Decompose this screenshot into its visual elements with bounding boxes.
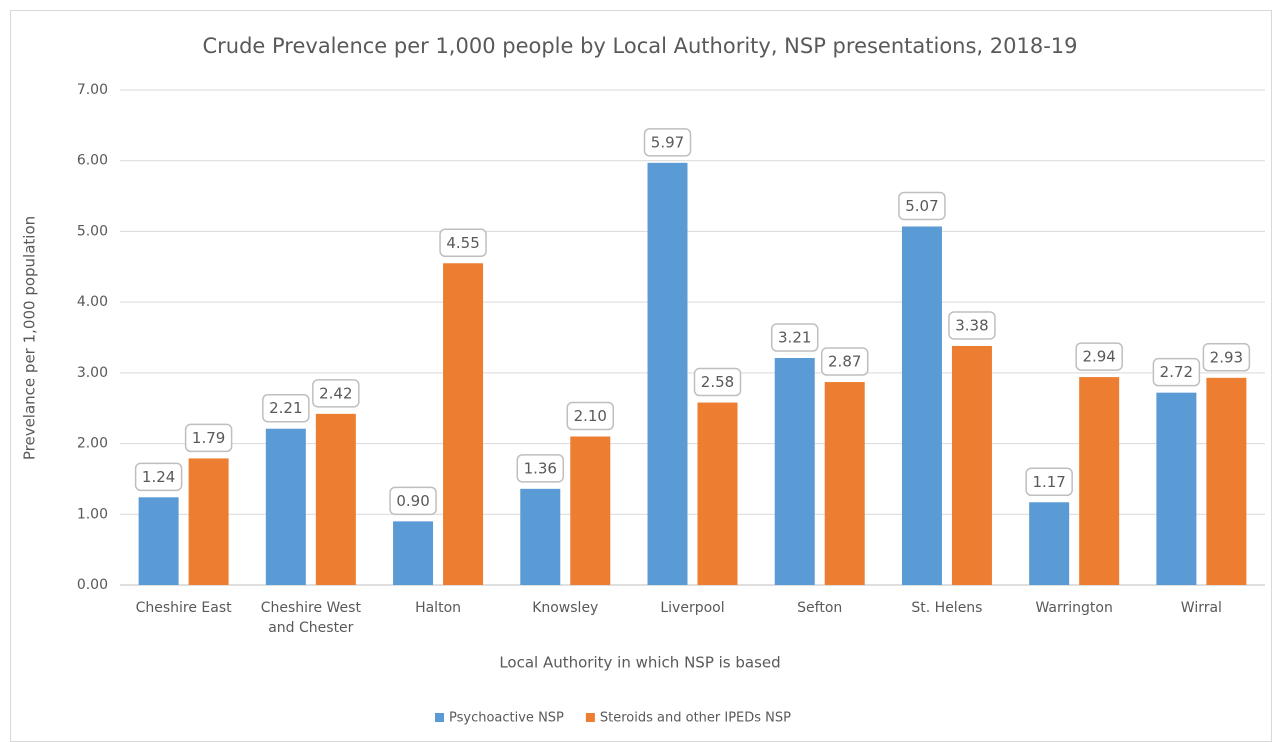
bar <box>1156 392 1197 585</box>
y-tick-label: 7.00 <box>77 82 108 98</box>
legend-label: Psychoactive NSP <box>449 711 564 726</box>
value-label-box <box>262 393 310 423</box>
bar <box>443 263 484 585</box>
value-label-box <box>948 311 996 340</box>
bar <box>1206 377 1247 585</box>
value-label: 2.87 <box>828 353 861 371</box>
bar <box>570 436 611 585</box>
x-tick-label: Cheshire East <box>135 600 232 616</box>
value-label: 1.17 <box>1032 473 1065 491</box>
value-label: 1.24 <box>142 468 175 486</box>
value-label: 3.21 <box>778 329 811 347</box>
value-label: 2.93 <box>1210 348 1243 366</box>
bar <box>138 497 179 585</box>
value-label-box <box>439 228 487 257</box>
x-tick-label: Warrington <box>1035 600 1113 616</box>
bar <box>901 226 942 585</box>
value-label: 4.55 <box>446 234 479 252</box>
value-label-box <box>389 486 437 516</box>
value-label: 5.07 <box>905 197 938 215</box>
x-tick-label: St. Helens <box>911 600 983 616</box>
bar <box>647 162 688 586</box>
x-tick-label: Liverpool <box>660 600 725 616</box>
value-label: 2.94 <box>1082 348 1115 366</box>
bar <box>188 458 229 585</box>
y-tick-label: 5.00 <box>77 223 108 239</box>
bar <box>520 488 561 585</box>
x-tick-label: Sefton <box>797 600 843 616</box>
value-label-box <box>134 462 183 492</box>
value-label: 5.97 <box>651 133 684 151</box>
value-label-box <box>566 401 615 431</box>
y-tick-label: 6.00 <box>77 153 108 169</box>
value-label-box <box>1152 357 1201 387</box>
bar <box>774 358 815 585</box>
y-tick-label: 1.00 <box>77 506 108 522</box>
value-label: 1.36 <box>524 459 557 477</box>
x-axis-title: Local Authority in which NSP is based <box>499 654 780 672</box>
legend-swatch <box>435 713 444 722</box>
value-label-box <box>693 367 742 397</box>
value-label: 0.90 <box>396 492 429 510</box>
value-label: 2.58 <box>701 373 734 391</box>
value-label-box <box>770 323 819 352</box>
bar <box>824 382 865 585</box>
value-label-box <box>312 379 360 408</box>
legend-label: Steroids and other IPEDs NSP <box>600 711 791 726</box>
y-tick-label: 4.00 <box>77 294 108 310</box>
y-tick-label: 2.00 <box>77 436 108 452</box>
value-label-box <box>643 128 692 157</box>
value-label: 2.21 <box>269 399 302 417</box>
chart-title: Crude Prevalence per 1,000 people by Loc… <box>202 34 1077 58</box>
bar <box>315 413 356 585</box>
bar <box>265 428 306 585</box>
value-label-box <box>820 347 869 376</box>
value-label-box <box>516 454 565 483</box>
value-label-box <box>1075 342 1123 371</box>
value-label-box <box>898 191 946 221</box>
bar <box>951 345 992 585</box>
x-tick-label: Halton <box>415 600 462 616</box>
bar <box>393 521 434 585</box>
x-tick-label: Knowsley <box>532 600 599 616</box>
value-label-box <box>1025 467 1073 497</box>
legend-swatch <box>585 713 595 722</box>
bar <box>697 402 738 585</box>
y-tick-label: 0.00 <box>77 577 108 593</box>
value-label-box <box>184 423 233 453</box>
value-label: 2.10 <box>574 407 607 425</box>
x-tick-label: Wirral <box>1180 600 1222 616</box>
value-label: 2.72 <box>1160 363 1193 381</box>
bar <box>1029 502 1070 585</box>
value-label-box <box>1202 343 1251 372</box>
value-label: 3.38 <box>955 316 988 334</box>
chart-border <box>10 10 1272 742</box>
y-axis-title: Prevelance per 1,000 population <box>21 216 39 460</box>
bar <box>1079 377 1120 585</box>
value-label: 2.42 <box>319 384 352 402</box>
y-tick-label: 3.00 <box>77 365 108 381</box>
x-tick-label: Cheshire West and Chester <box>260 600 361 636</box>
value-label: 1.79 <box>192 429 225 447</box>
